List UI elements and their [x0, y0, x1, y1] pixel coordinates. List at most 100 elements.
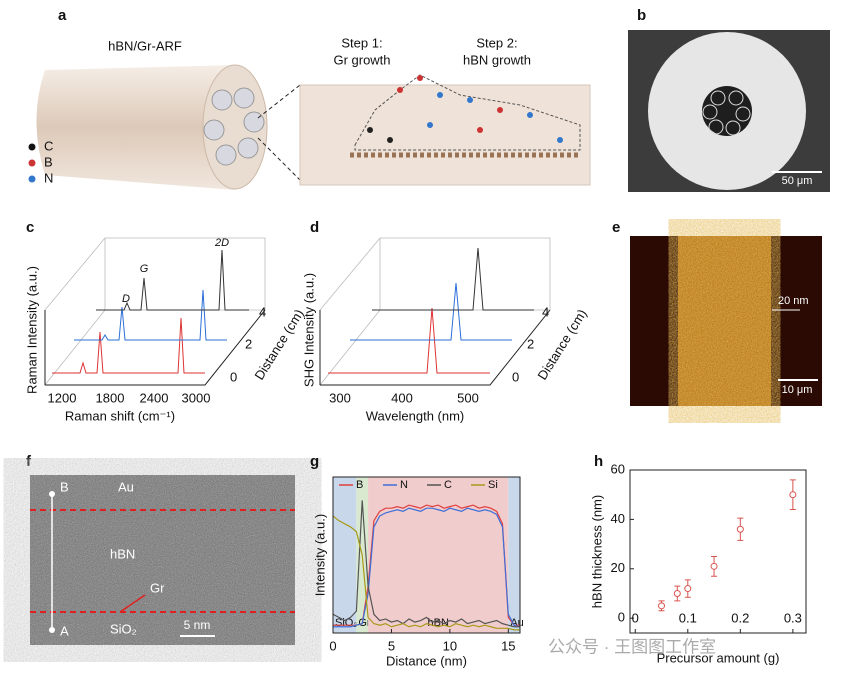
x-tick-label: 0: [329, 638, 336, 653]
layer-label: Gr: [150, 580, 165, 595]
afm-texture: [678, 236, 771, 406]
data-point: [684, 585, 692, 593]
legend-label: N: [400, 479, 408, 491]
panel-label: c: [26, 219, 34, 236]
data-point: [736, 525, 744, 533]
z-tick-label: 0: [512, 369, 519, 384]
capillaries: [203, 87, 265, 166]
step-label: Step 2:: [476, 35, 517, 50]
legend-dot: [28, 159, 36, 167]
series-line: [332, 500, 520, 628]
layer-label: hBN: [110, 546, 135, 561]
scale-label: 5 nm: [184, 618, 211, 632]
legend-label: N: [44, 170, 53, 185]
panel-d: d 300 400 500 Wavelength (nm) SHG Intens…: [301, 219, 589, 423]
y-axis-label: Intensity (a.u.): [312, 514, 327, 596]
panel-e: e 20 nm 10 μm: [612, 219, 822, 406]
z-tick-label: 0: [230, 369, 237, 384]
y-tick-label: 40: [611, 511, 625, 526]
panel-label: d: [310, 219, 319, 236]
y-axis-label: hBN thickness (nm): [589, 495, 604, 608]
panel-f: f B A Au hBN Gr SiO₂ 5 nm: [26, 453, 295, 645]
x-tick-label: 0.3: [784, 610, 802, 625]
fiber-tube: [36, 65, 235, 190]
spectrum: [372, 247, 534, 311]
profile-end: [49, 627, 55, 633]
x-axis-label: Raman shift (cm⁻¹): [65, 408, 175, 423]
z-tick-label: 4: [542, 304, 549, 319]
axis-box: [44, 237, 266, 386]
spectrum: [52, 317, 205, 374]
y-tick-label: 0: [618, 610, 625, 625]
z-tick-label: 2: [527, 336, 534, 351]
peak-label: 2D: [214, 237, 229, 249]
panel-label: f: [26, 453, 32, 470]
tem-texture: [30, 475, 295, 645]
data-point: [658, 602, 666, 610]
x-tick-label: 500: [457, 390, 479, 405]
legend-dot: [28, 143, 36, 151]
x-tick-label: 300: [329, 390, 351, 405]
spectrum: [328, 307, 490, 374]
fiber-core: [702, 86, 752, 136]
height-label: 20 nm: [778, 295, 809, 307]
interface-line: [30, 509, 295, 613]
x-tick-label: 5: [388, 638, 395, 653]
panel-c: c D G 2D 1200 1800 2400 3000 Raman shift…: [24, 219, 306, 423]
data-point: [789, 491, 797, 499]
peak-label: G: [140, 263, 149, 275]
scale-label: 50 μm: [782, 175, 813, 187]
axis-line: [319, 309, 551, 386]
fiber-title: hBN/Gr-ARF: [108, 38, 182, 53]
region: [368, 477, 509, 633]
x-tick-label: 0: [632, 610, 639, 625]
gr-pointer: [119, 594, 146, 613]
y-axis-label: SHG Intensity (a.u.): [301, 273, 316, 387]
spectrum: [74, 289, 227, 341]
legend-dot: [28, 175, 36, 183]
x-tick-label: 10: [443, 638, 457, 653]
hbn-lattice: [354, 74, 581, 151]
layer-label: Au: [118, 479, 134, 494]
legend-label: Si: [488, 479, 498, 491]
plot-frame: [332, 476, 521, 634]
panel-label: a: [58, 7, 67, 24]
spectrum: [96, 249, 249, 311]
legend-label: B: [356, 479, 363, 491]
data-point: [710, 562, 718, 570]
point-label: B: [60, 479, 69, 494]
region-label: Gr: [358, 617, 371, 629]
x-tick-label: 400: [391, 390, 413, 405]
x-tick-label: 0.2: [731, 610, 749, 625]
legend-label: C: [44, 138, 53, 153]
x-tick-label: 1200: [48, 390, 77, 405]
layer-label: SiO₂: [110, 621, 137, 636]
plot-frame: [629, 469, 807, 634]
legend-label: B: [44, 154, 53, 169]
panel-label: g: [310, 453, 319, 470]
x-tick-label: 1800: [96, 390, 125, 405]
x-tick-label: 3000: [182, 390, 211, 405]
y-tick-label: 20: [611, 560, 625, 575]
axis-line: [44, 309, 266, 386]
peak-label: D: [122, 293, 130, 305]
x-axis-label: Wavelength (nm): [366, 408, 465, 423]
z-tick-label: 4: [259, 304, 266, 319]
panel-a: a hBN/Gr-ARF Step 1: Gr growth Step 2: h…: [28, 7, 591, 190]
x-tick-label: 2400: [140, 390, 169, 405]
y-tick-label: 60: [611, 461, 625, 476]
step-label: Step 1:: [341, 35, 382, 50]
y-axis-label: Raman Intensity (a.u.): [24, 266, 39, 394]
panel-b: b 50 μm: [628, 7, 830, 192]
zoom-lines: [257, 84, 301, 181]
series-line: [332, 515, 520, 631]
x-axis-label: Distance (nm): [386, 653, 467, 668]
scale-label: 10 μm: [782, 384, 813, 396]
legend-label: C: [444, 479, 452, 491]
step-text: Gr growth: [333, 52, 390, 67]
x-tick-label: 15: [501, 638, 515, 653]
profile-end: [49, 491, 55, 497]
x-axis-label: Precursor amount (g): [657, 650, 780, 665]
